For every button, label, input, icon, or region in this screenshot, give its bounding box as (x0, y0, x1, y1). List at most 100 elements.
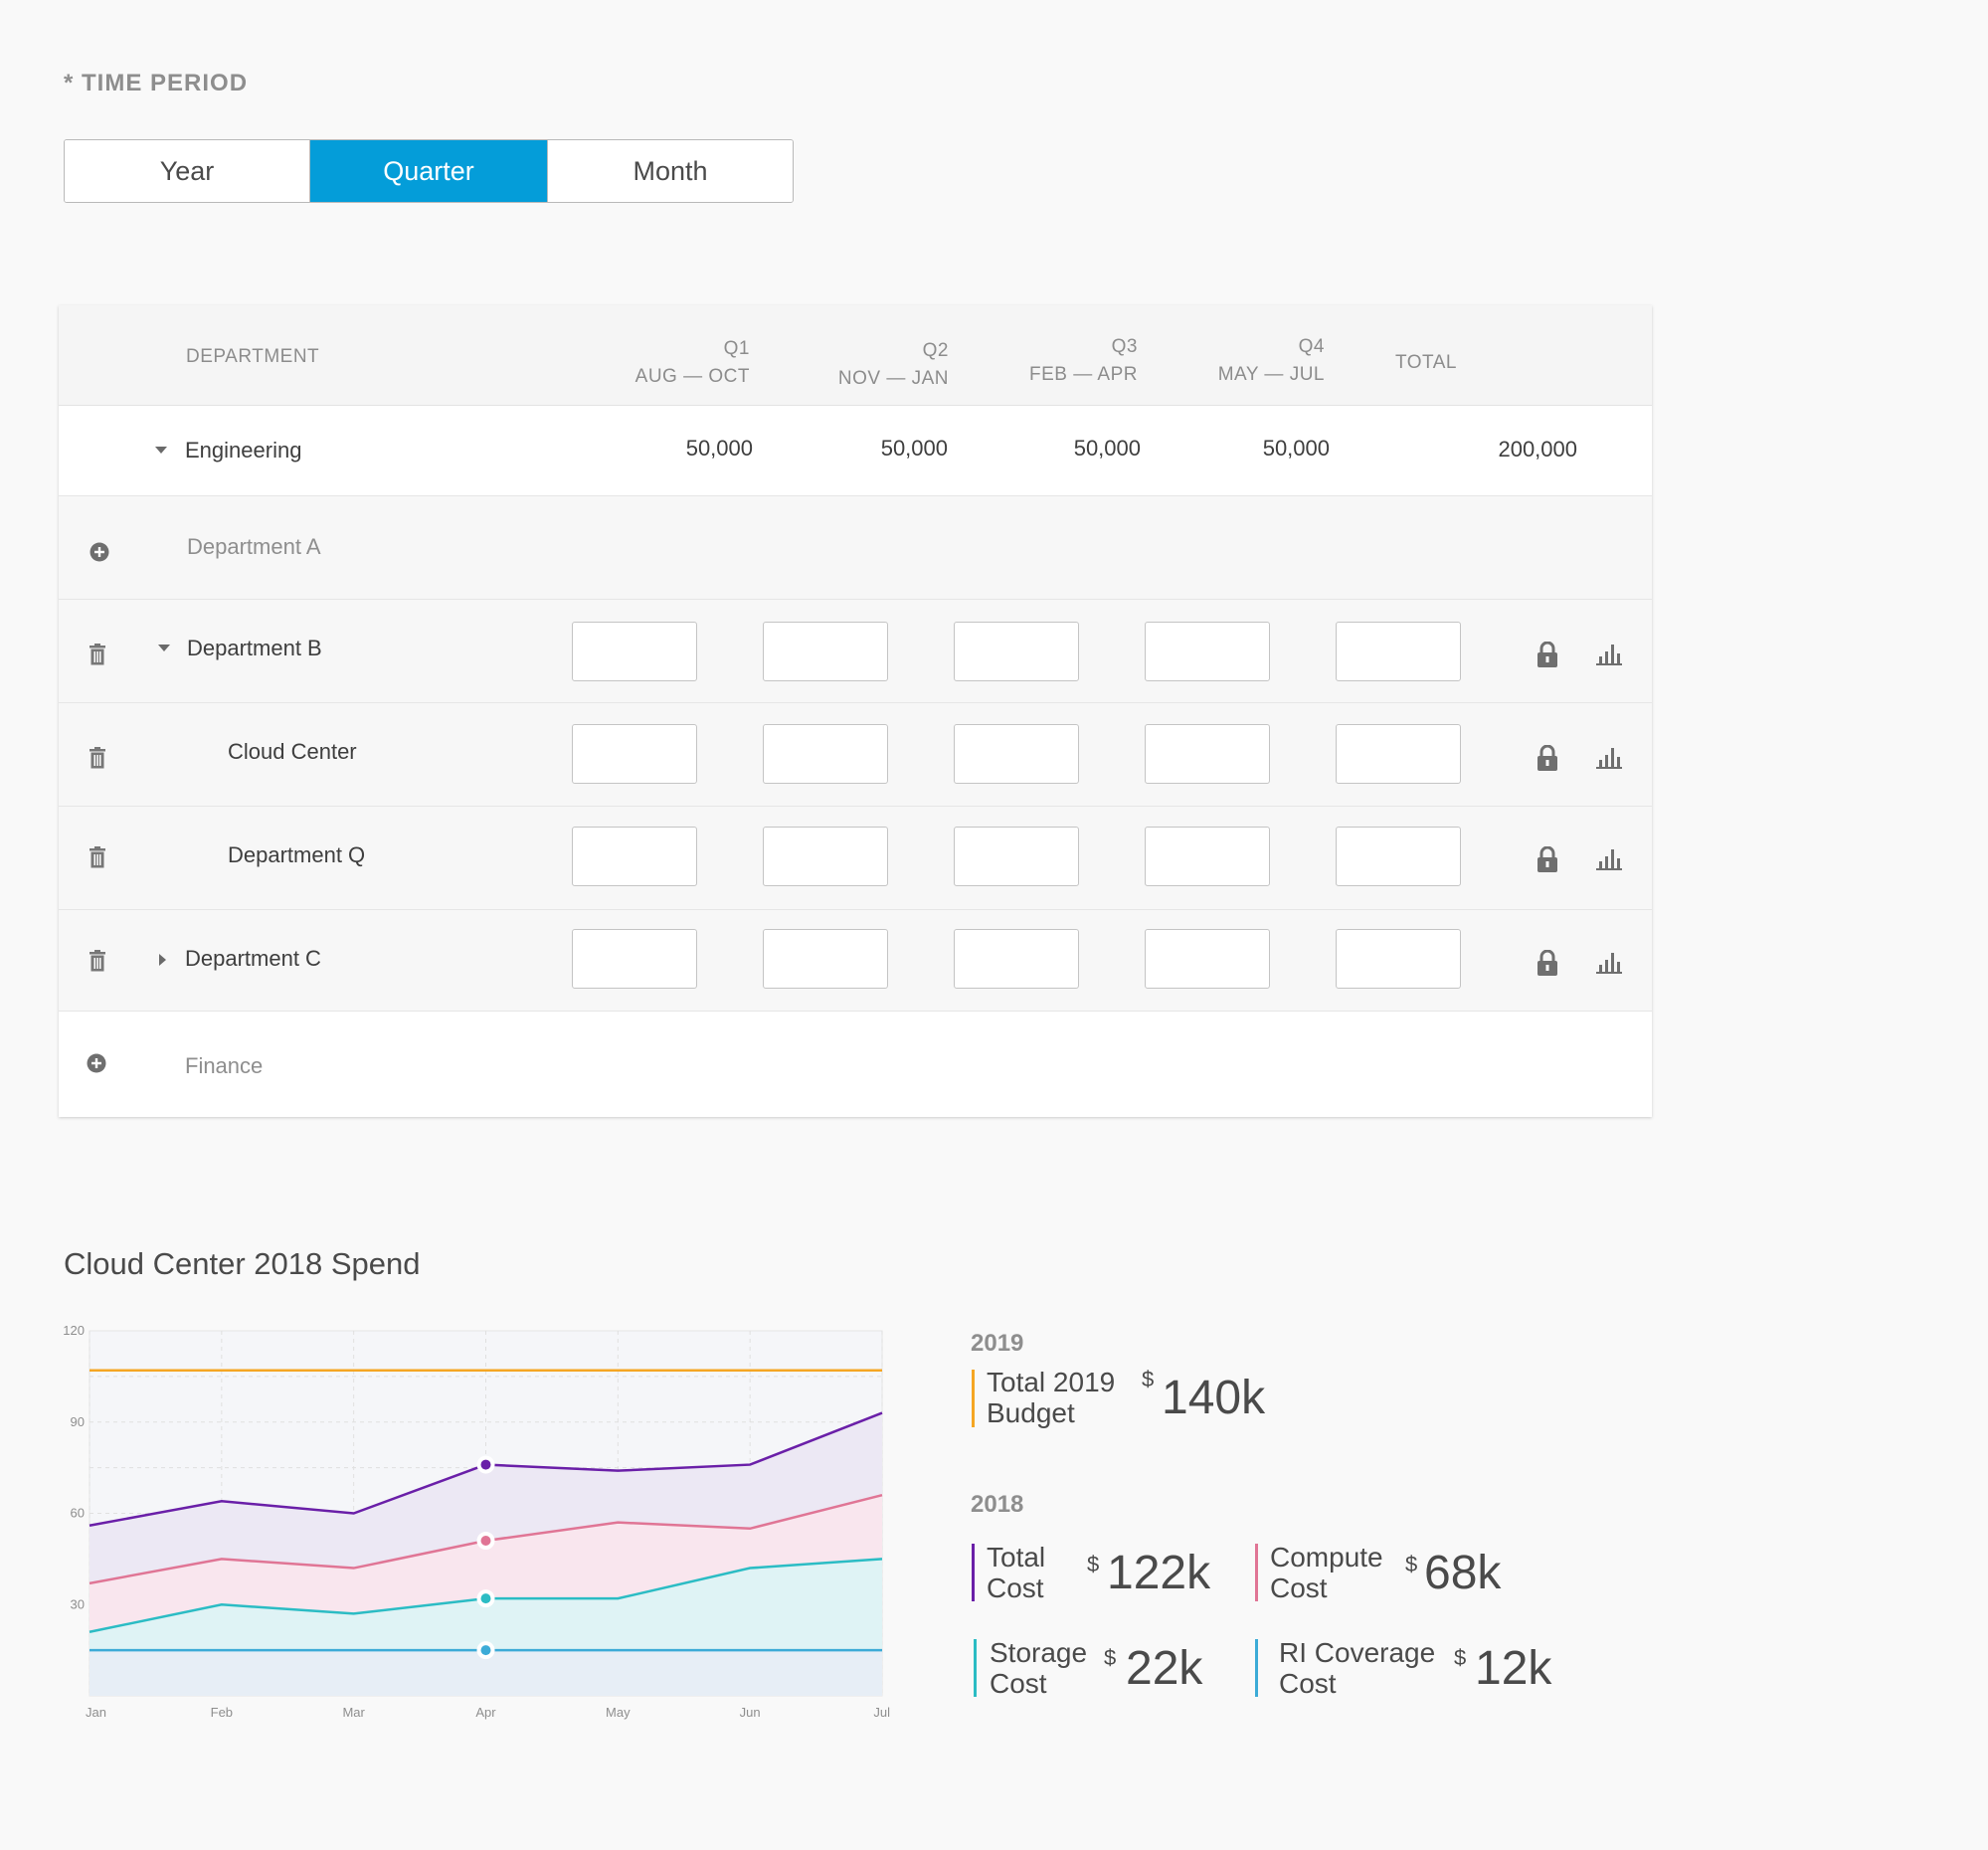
total-cost-label: Total Cost (987, 1542, 1046, 1603)
dept-name: Department B (187, 636, 322, 660)
q4-value: 50,000 (1262, 436, 1330, 461)
trash-icon[interactable] (90, 950, 105, 972)
year-2018-label: 2018 (971, 1491, 1024, 1518)
series-area (90, 1650, 882, 1696)
lock-icon[interactable] (1536, 642, 1558, 667)
row-department-a: Department A (59, 496, 1652, 600)
x-tick-label: Jan (86, 1705, 106, 1720)
y-tick-label: 120 (63, 1323, 85, 1338)
period-quarter-button[interactable]: Quarter (309, 140, 548, 202)
q1-input[interactable] (572, 929, 697, 989)
y-tick-label: 60 (71, 1506, 85, 1521)
header-q2: Q2 NOV — JAN (837, 340, 949, 389)
storage-cost-currency: $ (1104, 1645, 1117, 1670)
budget-currency: $ (1142, 1367, 1155, 1391)
y-tick-label: 90 (71, 1414, 85, 1429)
trash-icon[interactable] (90, 747, 105, 769)
add-circle-icon[interactable] (87, 1053, 106, 1073)
data-point (480, 1536, 491, 1547)
data-point (480, 1593, 491, 1604)
x-tick-label: May (606, 1705, 631, 1720)
budget-label: Total 2019 Budget (987, 1367, 1116, 1428)
header-department: DEPARTMENT (186, 346, 320, 367)
total-cost-value: 122k (1107, 1547, 1211, 1599)
q3-value: 50,000 (1073, 436, 1141, 461)
bar-chart-icon[interactable] (1596, 747, 1622, 769)
header-q4: Q4 MAY — JUL (1217, 336, 1325, 385)
q4-input[interactable] (1145, 622, 1270, 681)
compute-cost-color-bar (1255, 1544, 1258, 1601)
total-cost-color-bar (972, 1544, 975, 1601)
q4-input[interactable] (1145, 929, 1270, 989)
lock-icon[interactable] (1536, 846, 1558, 872)
dept-name: Cloud Center (228, 739, 357, 764)
lock-icon[interactable] (1536, 745, 1558, 771)
header-total: TOTAL (1395, 352, 1457, 373)
ri-cost-value: 12k (1475, 1642, 1552, 1695)
ri-cost-currency: $ (1454, 1645, 1467, 1670)
storage-cost-label: Storage Cost (990, 1637, 1088, 1699)
q3-input[interactable] (954, 827, 1079, 886)
x-tick-label: Jul (873, 1705, 890, 1720)
time-period-label: * TIME PERIOD (64, 70, 249, 96)
period-year-button[interactable]: Year (65, 140, 309, 202)
row-department-b: Department B (59, 600, 1652, 703)
header-q3: Q3 FEB — APR (1028, 336, 1138, 385)
y-tick-label: 30 (71, 1596, 85, 1611)
year-2019-label: 2019 (971, 1330, 1024, 1357)
q2-input[interactable] (763, 622, 888, 681)
trash-icon[interactable] (90, 644, 105, 665)
q3-input[interactable] (954, 724, 1079, 784)
q3-input[interactable] (954, 622, 1079, 681)
x-tick-label: Apr (475, 1705, 496, 1720)
chart-title: Cloud Center 2018 Spend (64, 1246, 421, 1281)
row-department-q: Department Q (59, 807, 1652, 910)
budget-table: DEPARTMENT Q1 AUG — OCT Q2 NOV — JAN Q3 … (59, 305, 1652, 1117)
header-q1: Q1 AUG — OCT (634, 338, 750, 387)
row-department-c: Department C (59, 910, 1652, 1012)
dept-name: Engineering (185, 438, 302, 462)
caret-down-icon[interactable] (154, 446, 168, 456)
data-point (480, 1459, 491, 1470)
x-tick-label: Jun (740, 1705, 761, 1720)
dept-name: Department Q (228, 842, 366, 867)
total-input[interactable] (1336, 622, 1461, 681)
total-input[interactable] (1336, 724, 1461, 784)
storage-cost-color-bar (974, 1639, 977, 1697)
trash-icon[interactable] (90, 846, 105, 868)
q2-input[interactable] (763, 827, 888, 886)
q4-input[interactable] (1145, 827, 1270, 886)
table-header: DEPARTMENT Q1 AUG — OCT Q2 NOV — JAN Q3 … (59, 305, 1652, 406)
x-tick-label: Mar (342, 1705, 365, 1720)
q4-input[interactable] (1145, 724, 1270, 784)
q1-input[interactable] (572, 827, 697, 886)
ri-cost-color-bar (1255, 1639, 1258, 1697)
dept-name: Finance (185, 1053, 264, 1078)
caret-down-icon[interactable] (157, 644, 171, 653)
q1-input[interactable] (572, 724, 697, 784)
caret-right-icon[interactable] (158, 953, 168, 967)
row-finance: Finance (59, 1012, 1652, 1117)
add-circle-icon[interactable] (90, 542, 109, 562)
q2-input[interactable] (763, 724, 888, 784)
bar-chart-icon[interactable] (1596, 644, 1622, 665)
bar-chart-icon[interactable] (1596, 848, 1622, 870)
total-value: 200,000 (1498, 437, 1577, 462)
storage-cost-value: 22k (1126, 1642, 1203, 1695)
budget-value: 140k (1162, 1372, 1266, 1424)
q2-input[interactable] (763, 929, 888, 989)
ri-cost-label: RI Coverage Cost (1279, 1637, 1436, 1699)
q3-input[interactable] (954, 929, 1079, 989)
q1-value: 50,000 (685, 436, 753, 461)
dept-name: Department A (187, 534, 321, 559)
total-input[interactable] (1336, 929, 1461, 989)
bar-chart-icon[interactable] (1596, 952, 1622, 974)
q1-input[interactable] (572, 622, 697, 681)
row-engineering: Engineering 50,000 50,000 50,000 50,000 … (59, 406, 1652, 496)
lock-icon[interactable] (1536, 950, 1558, 976)
row-cloud-center: Cloud Center (59, 703, 1652, 807)
period-month-button[interactable]: Month (548, 140, 793, 202)
total-input[interactable] (1336, 827, 1461, 886)
data-point (480, 1645, 491, 1656)
